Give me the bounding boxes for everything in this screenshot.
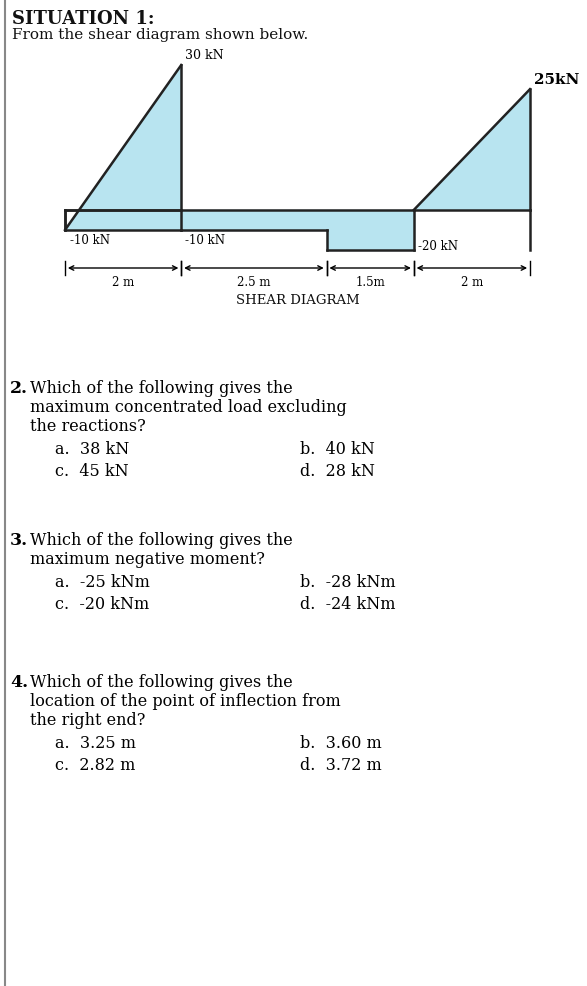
Text: Which of the following gives the: Which of the following gives the [30,674,293,691]
Text: 2.: 2. [10,380,28,397]
Text: c.  -20 kNm: c. -20 kNm [55,596,149,613]
Text: 2 m: 2 m [112,276,134,289]
Text: 30 kN: 30 kN [185,49,224,62]
Text: b.  40 kN: b. 40 kN [300,441,375,458]
Text: Which of the following gives the: Which of the following gives the [30,532,293,549]
Text: Which of the following gives the: Which of the following gives the [30,380,293,397]
Text: SITUATION 1:: SITUATION 1: [12,10,154,28]
Polygon shape [65,65,181,230]
Text: a.  3.25 m: a. 3.25 m [55,735,136,752]
Polygon shape [181,210,326,230]
Text: -20 kN: -20 kN [418,240,458,253]
Text: 2.5 m: 2.5 m [237,276,271,289]
Text: d.  3.72 m: d. 3.72 m [300,757,382,774]
Text: a.  -25 kNm: a. -25 kNm [55,574,150,591]
Text: d.  28 kN: d. 28 kN [300,463,375,480]
Text: c.  45 kN: c. 45 kN [55,463,129,480]
Text: the reactions?: the reactions? [30,418,146,435]
Text: b.  3.60 m: b. 3.60 m [300,735,382,752]
Text: From the shear diagram shown below.: From the shear diagram shown below. [12,28,308,42]
Text: 1.5m: 1.5m [355,276,385,289]
Text: maximum concentrated load excluding: maximum concentrated load excluding [30,399,347,416]
Text: 2 m: 2 m [461,276,483,289]
Text: -10 kN: -10 kN [185,234,225,247]
Text: 3.: 3. [10,532,28,549]
Text: maximum negative moment?: maximum negative moment? [30,551,265,568]
Polygon shape [414,89,530,210]
Text: c.  2.82 m: c. 2.82 m [55,757,136,774]
Text: 25kN: 25kN [534,73,579,87]
Text: the right end?: the right end? [30,712,146,729]
Text: a.  38 kN: a. 38 kN [55,441,129,458]
Text: b.  -28 kNm: b. -28 kNm [300,574,396,591]
Text: d.  -24 kNm: d. -24 kNm [300,596,396,613]
Polygon shape [326,210,414,250]
Text: SHEAR DIAGRAM: SHEAR DIAGRAM [235,294,359,307]
Text: location of the point of inflection from: location of the point of inflection from [30,693,340,710]
Text: -10 kN: -10 kN [70,234,110,247]
Text: 4.: 4. [10,674,28,691]
